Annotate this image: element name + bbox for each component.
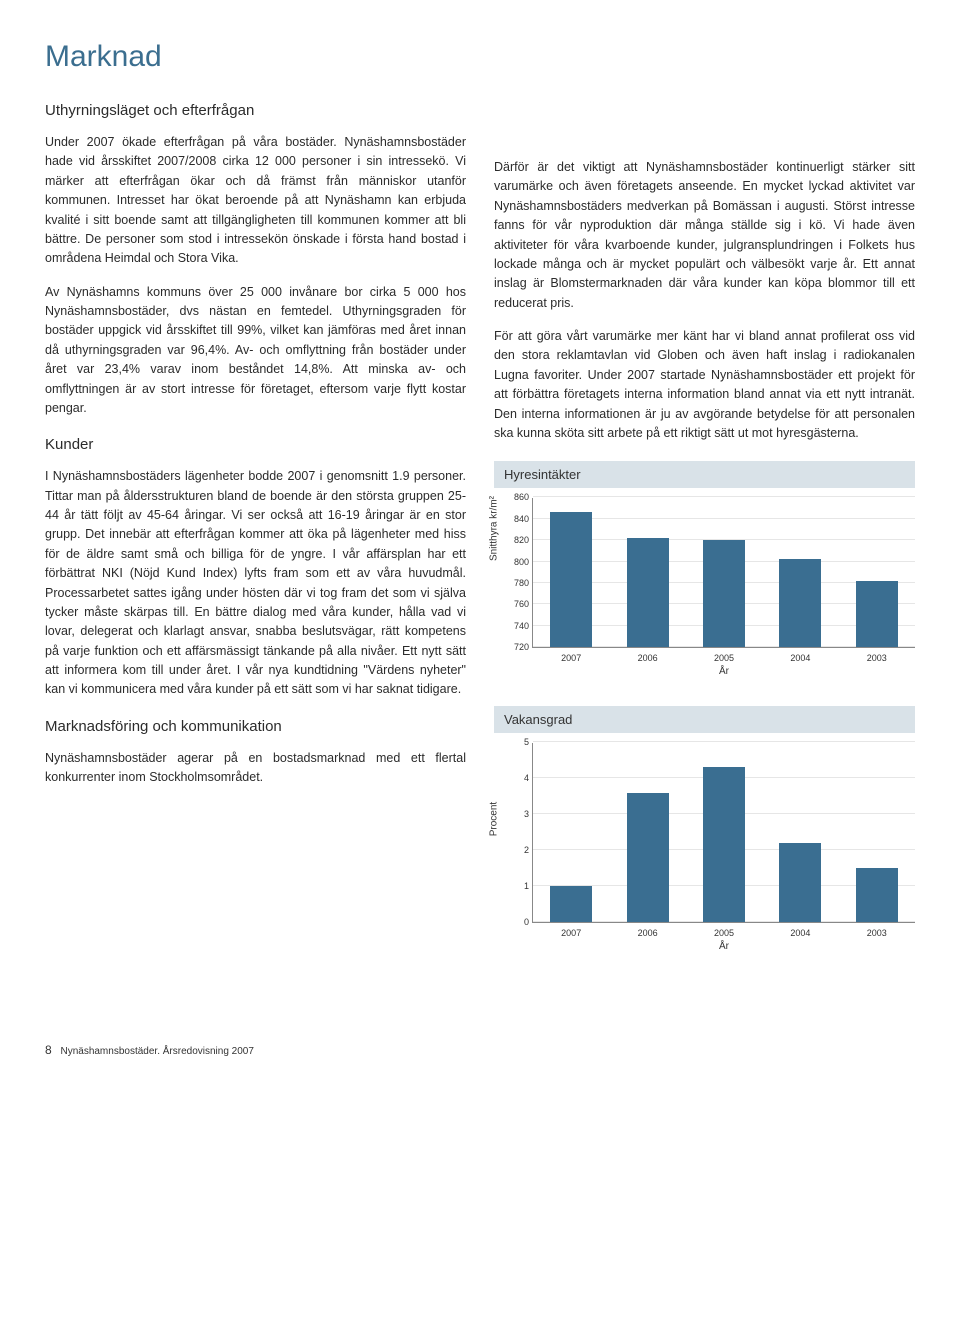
- chart-title-hyresintakter: Hyresintäkter: [494, 461, 915, 488]
- section-heading-kunder: Kunder: [45, 436, 466, 453]
- ytick-label: 720: [505, 642, 529, 652]
- section-heading-marknadsforing: Marknadsföring och kommunikation: [45, 718, 466, 735]
- paragraph: Nynäshamnsbostäder agerar på en bostadsm…: [45, 749, 466, 788]
- bar: [703, 540, 745, 647]
- chart-xlabel: År: [719, 666, 729, 677]
- gridline: [533, 741, 915, 742]
- two-column-layout: Uthyrningsläget och efterfrågan Under 20…: [45, 102, 915, 953]
- section-heading-uthyrning: Uthyrningsläget och efterfrågan: [45, 102, 466, 119]
- chart-vakansgrad: Procent 01234520072006200520042003År: [494, 743, 915, 953]
- xtick-label: 2004: [790, 928, 810, 938]
- ytick-label: 800: [505, 557, 529, 567]
- ytick-label: 820: [505, 535, 529, 545]
- bar: [703, 767, 745, 922]
- page-footer: 8 Nynäshamnsbostäder. Årsredovisning 200…: [45, 1043, 915, 1057]
- chart-hyresintakter: Snitthyra kr/m² 720740760780800820840860…: [494, 498, 915, 678]
- xtick-label: 2003: [867, 653, 887, 663]
- page-number: 8: [45, 1043, 52, 1057]
- chart-ylabel: Snitthyra kr/m²: [489, 496, 500, 561]
- ytick-label: 5: [505, 737, 529, 747]
- chart-plot: 7207407607808008208408602007200620052004…: [532, 498, 915, 648]
- bar: [627, 793, 669, 923]
- chart-title-vakansgrad: Vakansgrad: [494, 706, 915, 733]
- xtick-label: 2003: [867, 928, 887, 938]
- bar: [627, 538, 669, 647]
- bar: [856, 581, 898, 647]
- bar: [779, 843, 821, 922]
- ytick-label: 780: [505, 578, 529, 588]
- bar: [779, 559, 821, 647]
- ytick-label: 3: [505, 809, 529, 819]
- ytick-label: 860: [505, 492, 529, 502]
- chart-xlabel: År: [719, 941, 729, 952]
- ytick-label: 1: [505, 881, 529, 891]
- xtick-label: 2004: [790, 653, 810, 663]
- page-title: Marknad: [45, 40, 915, 74]
- xtick-label: 2006: [638, 928, 658, 938]
- chart-ylabel: Procent: [489, 802, 500, 836]
- xtick-label: 2005: [714, 928, 734, 938]
- ytick-label: 2: [505, 845, 529, 855]
- paragraph: För att göra vårt varumärke mer känt har…: [494, 327, 915, 443]
- paragraph: Därför är det viktigt att Nynäshamnsbost…: [494, 158, 915, 313]
- bar: [550, 886, 592, 922]
- ytick-label: 740: [505, 621, 529, 631]
- bar: [550, 512, 592, 647]
- gridline: [533, 496, 915, 497]
- paragraph: Under 2007 ökade efterfrågan på våra bos…: [45, 133, 466, 269]
- xtick-label: 2005: [714, 653, 734, 663]
- chart-plot: 01234520072006200520042003År: [532, 743, 915, 923]
- paragraph: Av Nynäshamns kommuns över 25 000 invåna…: [45, 283, 466, 419]
- xtick-label: 2006: [638, 653, 658, 663]
- xtick-label: 2007: [561, 928, 581, 938]
- ytick-label: 4: [505, 773, 529, 783]
- xtick-label: 2007: [561, 653, 581, 663]
- footer-text: Nynäshamnsbostäder. Årsredovisning 2007: [60, 1046, 253, 1057]
- bar: [856, 868, 898, 922]
- right-column: Därför är det viktigt att Nynäshamnsbost…: [494, 102, 915, 953]
- left-column: Uthyrningsläget och efterfrågan Under 20…: [45, 102, 466, 953]
- ytick-label: 840: [505, 514, 529, 524]
- ytick-label: 760: [505, 599, 529, 609]
- ytick-label: 0: [505, 917, 529, 927]
- paragraph: I Nynäshamnsbostäders lägenheter bodde 2…: [45, 467, 466, 700]
